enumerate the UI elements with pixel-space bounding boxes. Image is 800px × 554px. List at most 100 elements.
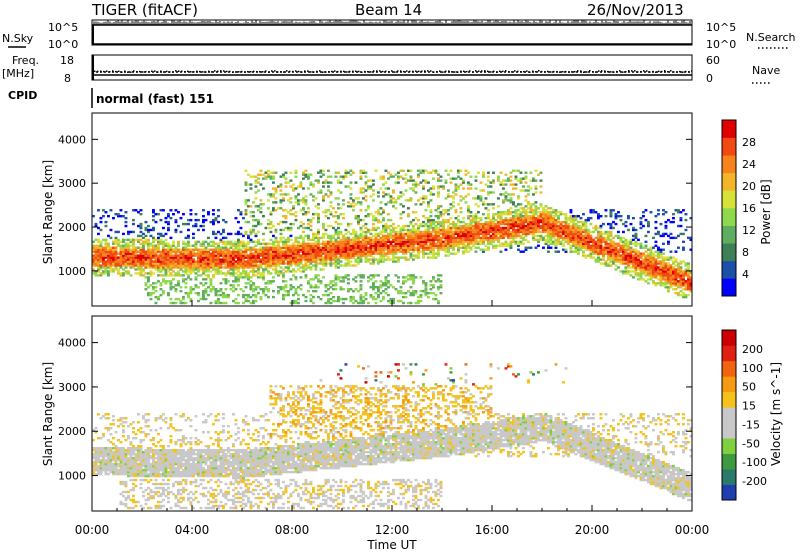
power-cell — [369, 242, 373, 245]
power-cell — [267, 199, 270, 202]
power-cell — [267, 222, 270, 226]
power-cell — [314, 248, 318, 251]
power-cell — [302, 226, 305, 230]
power-cell — [317, 250, 320, 253]
power-cell — [437, 301, 440, 305]
power-cell — [414, 301, 418, 305]
power-cell — [549, 220, 553, 224]
power-cell — [567, 216, 570, 220]
power-cell — [219, 254, 223, 257]
power-cell — [234, 244, 238, 247]
power-cell — [457, 169, 460, 172]
power-cell — [464, 226, 468, 230]
power-cell — [92, 214, 95, 218]
power-cell — [349, 238, 353, 242]
power-cell — [539, 230, 543, 234]
power-cell — [532, 209, 535, 212]
power-cell — [382, 218, 385, 222]
power-cell — [177, 262, 180, 265]
power-cell — [132, 262, 135, 265]
power-cell — [282, 274, 285, 277]
power-cell — [379, 240, 383, 244]
power-cell — [134, 238, 138, 242]
power-cell — [372, 193, 375, 196]
power-cell — [429, 234, 433, 238]
power-cell — [359, 301, 363, 305]
power-cell — [212, 222, 215, 226]
power-cell — [299, 236, 303, 240]
power-cell — [552, 220, 555, 224]
power-cell — [244, 169, 248, 172]
power-cell — [302, 238, 305, 242]
power-cell — [499, 218, 503, 222]
power-cell — [414, 248, 418, 251]
power-cell — [202, 266, 205, 269]
power-cell — [264, 282, 268, 285]
power-cell — [447, 254, 450, 257]
power-cell — [334, 264, 338, 267]
power-cell — [349, 203, 353, 206]
power-cell — [369, 258, 373, 261]
power-cell — [164, 238, 168, 242]
power-cell — [542, 246, 545, 249]
power-cell — [179, 248, 183, 251]
power-cell — [224, 242, 228, 245]
power-cell — [279, 220, 283, 224]
power-cell — [304, 199, 308, 202]
power-cell — [129, 256, 133, 259]
power-cell — [609, 222, 613, 226]
power-cell — [539, 191, 543, 194]
power-cell — [289, 278, 293, 281]
power-cell — [412, 228, 415, 232]
power-cell — [297, 254, 300, 257]
power-cell — [497, 240, 500, 244]
power-cell — [429, 242, 433, 245]
power-cell — [269, 266, 273, 269]
power-cell — [144, 264, 148, 267]
power-cell — [622, 240, 625, 244]
power-cell — [452, 240, 455, 244]
power-cell — [264, 260, 268, 263]
power-cell — [104, 211, 108, 214]
power-cell — [509, 193, 513, 196]
power-cell — [424, 244, 428, 247]
power-cell — [357, 220, 360, 224]
power-cell — [337, 214, 340, 218]
power-cell — [157, 232, 160, 236]
power-cell — [162, 266, 165, 269]
power-cell — [529, 187, 533, 190]
power-cell — [224, 274, 228, 277]
power-cell — [319, 171, 323, 174]
power-cell — [497, 238, 500, 242]
power-cell — [392, 205, 395, 208]
power-cell — [414, 203, 418, 206]
power-cell — [459, 226, 463, 230]
power-cell — [372, 214, 375, 218]
power-cell — [327, 288, 330, 291]
power-cell — [377, 288, 380, 291]
power-cell — [499, 226, 503, 230]
power-cell — [312, 301, 315, 305]
power-cell — [209, 262, 213, 265]
power-cell — [292, 250, 295, 253]
power-cell — [467, 234, 470, 238]
power-cell — [367, 185, 370, 188]
power-cell — [489, 203, 493, 206]
power-cell — [304, 252, 308, 255]
power-cell — [494, 228, 498, 232]
power-cell — [407, 224, 410, 228]
power-cell — [412, 291, 415, 295]
power-cell — [387, 232, 390, 236]
power-cell — [372, 288, 375, 291]
power-cell — [272, 280, 275, 283]
power-cell — [599, 262, 603, 265]
power-cell — [227, 270, 230, 273]
power-cell — [469, 222, 473, 226]
power-cell — [404, 280, 408, 283]
power-cell — [472, 244, 475, 247]
power-cell — [107, 234, 110, 238]
power-cell — [272, 254, 275, 257]
power-cell — [377, 248, 380, 251]
power-cell — [242, 264, 245, 267]
power-cell — [174, 260, 178, 263]
